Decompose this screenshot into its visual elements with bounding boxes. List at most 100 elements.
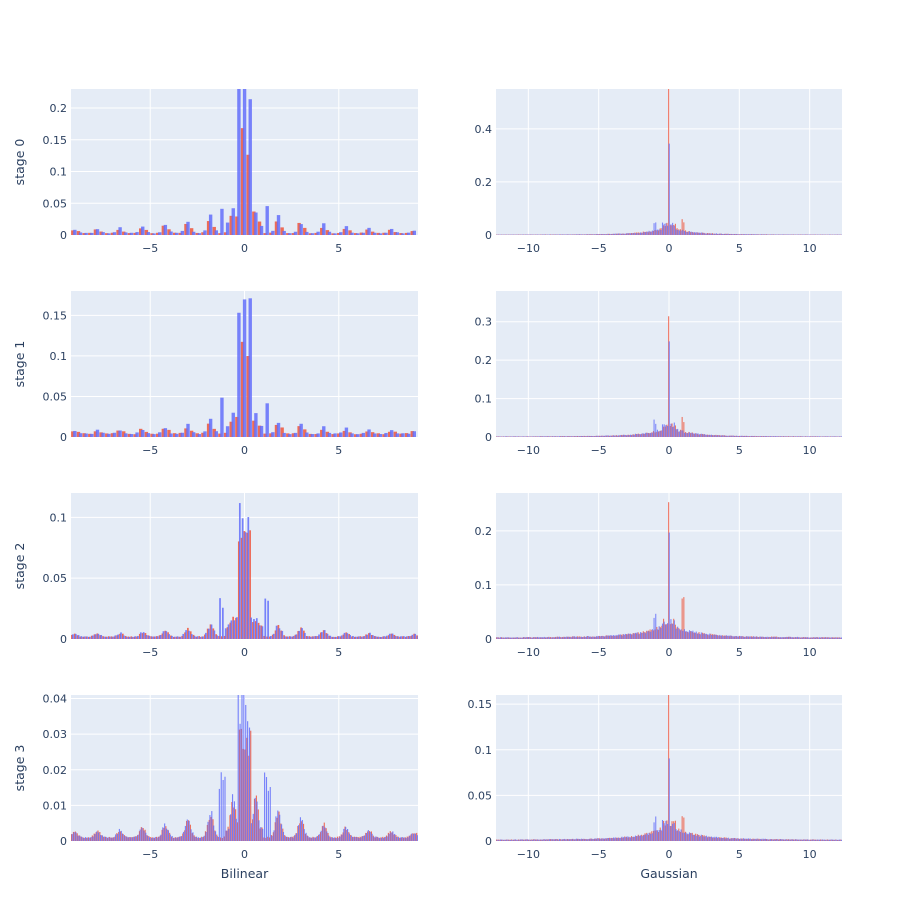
bar-series-b <box>158 432 162 437</box>
bar-series-a <box>717 635 719 639</box>
bar-series-b <box>508 637 510 639</box>
bar-series-a <box>197 837 199 841</box>
bar-series-b <box>717 837 719 841</box>
bar-series-b <box>575 636 577 639</box>
bar-series-b <box>592 839 594 841</box>
bar-series-b <box>611 635 613 639</box>
bar-series-a <box>668 89 670 235</box>
bar-series-b <box>702 633 704 639</box>
bar-series-a <box>181 635 184 639</box>
bar-series-a <box>652 830 655 841</box>
bar-series-b <box>201 837 203 841</box>
bar-series-a <box>764 436 766 437</box>
bar-series-a <box>696 633 698 639</box>
bar-series-a <box>89 837 91 841</box>
bar-series-a <box>116 833 118 841</box>
bar-series-b <box>822 637 824 639</box>
bar-series-b <box>542 637 544 639</box>
bar-series-a <box>201 836 203 841</box>
bar-series-a <box>583 636 585 639</box>
bar-series-a <box>401 837 403 841</box>
bar-series-a <box>592 636 594 639</box>
bar-series-a <box>600 636 602 639</box>
bar-series-a <box>575 839 577 841</box>
bar-series-b <box>665 624 667 639</box>
bar-series-b <box>525 436 527 437</box>
bar-series-b <box>75 832 77 841</box>
bar-series-b <box>135 836 137 841</box>
bar-series-a <box>176 837 178 841</box>
bar-series-a <box>625 837 628 841</box>
bar-series-b <box>99 835 102 841</box>
bar-series-a <box>218 433 222 437</box>
bar-series-a <box>178 836 180 841</box>
bar-series-b <box>214 431 218 437</box>
bar-series-b <box>749 636 751 639</box>
bar-series-a <box>744 636 746 639</box>
bar-series-b <box>817 839 819 841</box>
y-tick-label: 0.15 <box>43 309 68 322</box>
bar-series-a <box>370 831 372 841</box>
bar-series-b <box>411 833 413 841</box>
bar-series-b <box>582 234 584 235</box>
bar-series-a <box>133 636 135 639</box>
bar-series-b <box>81 836 83 841</box>
bar-series-b <box>709 837 711 841</box>
bar-series-a <box>735 636 737 639</box>
bar-series-b <box>707 434 709 437</box>
bar-series-b <box>258 820 260 841</box>
bar-series-b <box>607 635 610 639</box>
bar-series-b <box>299 423 303 437</box>
bar-series-a <box>674 425 676 437</box>
bar-series-a <box>93 833 95 841</box>
bar-series-b <box>788 839 790 841</box>
bar-series-b <box>663 621 665 639</box>
bar-series-a <box>597 838 599 841</box>
bar-series-a <box>103 836 105 841</box>
bar-series-a <box>732 234 734 235</box>
bar-series-a <box>174 837 176 841</box>
bar-series-a <box>792 234 795 235</box>
bar-series-a <box>333 837 335 841</box>
bar-series-a <box>819 637 822 639</box>
bar-series-a <box>740 838 742 841</box>
bar-series-b <box>345 826 347 841</box>
bar-series-b <box>320 830 322 841</box>
bar-series-a <box>164 630 167 639</box>
bar-series-b <box>631 836 633 841</box>
bar-series-b <box>145 634 148 639</box>
bar-series-b <box>633 633 635 639</box>
bar-series-b <box>837 637 839 639</box>
bar-series-a <box>754 636 756 639</box>
bar-series-b <box>754 838 756 841</box>
bar-series-b <box>322 825 324 841</box>
bar-series-b <box>675 429 677 437</box>
bar-series-b <box>834 436 836 437</box>
bar-series-a <box>546 637 548 639</box>
bar-series-b <box>688 432 691 437</box>
bar-series-a <box>512 839 514 841</box>
bar-series-b <box>216 635 219 639</box>
bar-series-b <box>199 636 202 639</box>
bar-series-a <box>536 637 538 639</box>
bar-series-b <box>179 836 181 841</box>
bar-series-a <box>700 634 702 639</box>
bar-series-a <box>568 436 570 437</box>
bar-series-b <box>602 435 604 437</box>
bar-series-b <box>611 435 613 437</box>
y-tick-label: 0 <box>60 229 67 242</box>
bar-series-a <box>507 637 509 639</box>
bar-series-b <box>658 229 660 235</box>
bar-series-b <box>305 432 309 437</box>
bar-series-a <box>113 636 116 639</box>
bar-series-b <box>602 838 604 841</box>
bar-series-a <box>582 234 584 235</box>
bar-series-a <box>539 436 541 437</box>
bar-series-b <box>763 637 765 639</box>
bar-series-b <box>656 229 658 235</box>
bar-series-a <box>624 635 626 639</box>
bar-series-a <box>647 432 649 437</box>
bar-series-a <box>836 839 838 841</box>
bar-series-b <box>694 632 696 639</box>
bar-series-b <box>163 224 168 235</box>
